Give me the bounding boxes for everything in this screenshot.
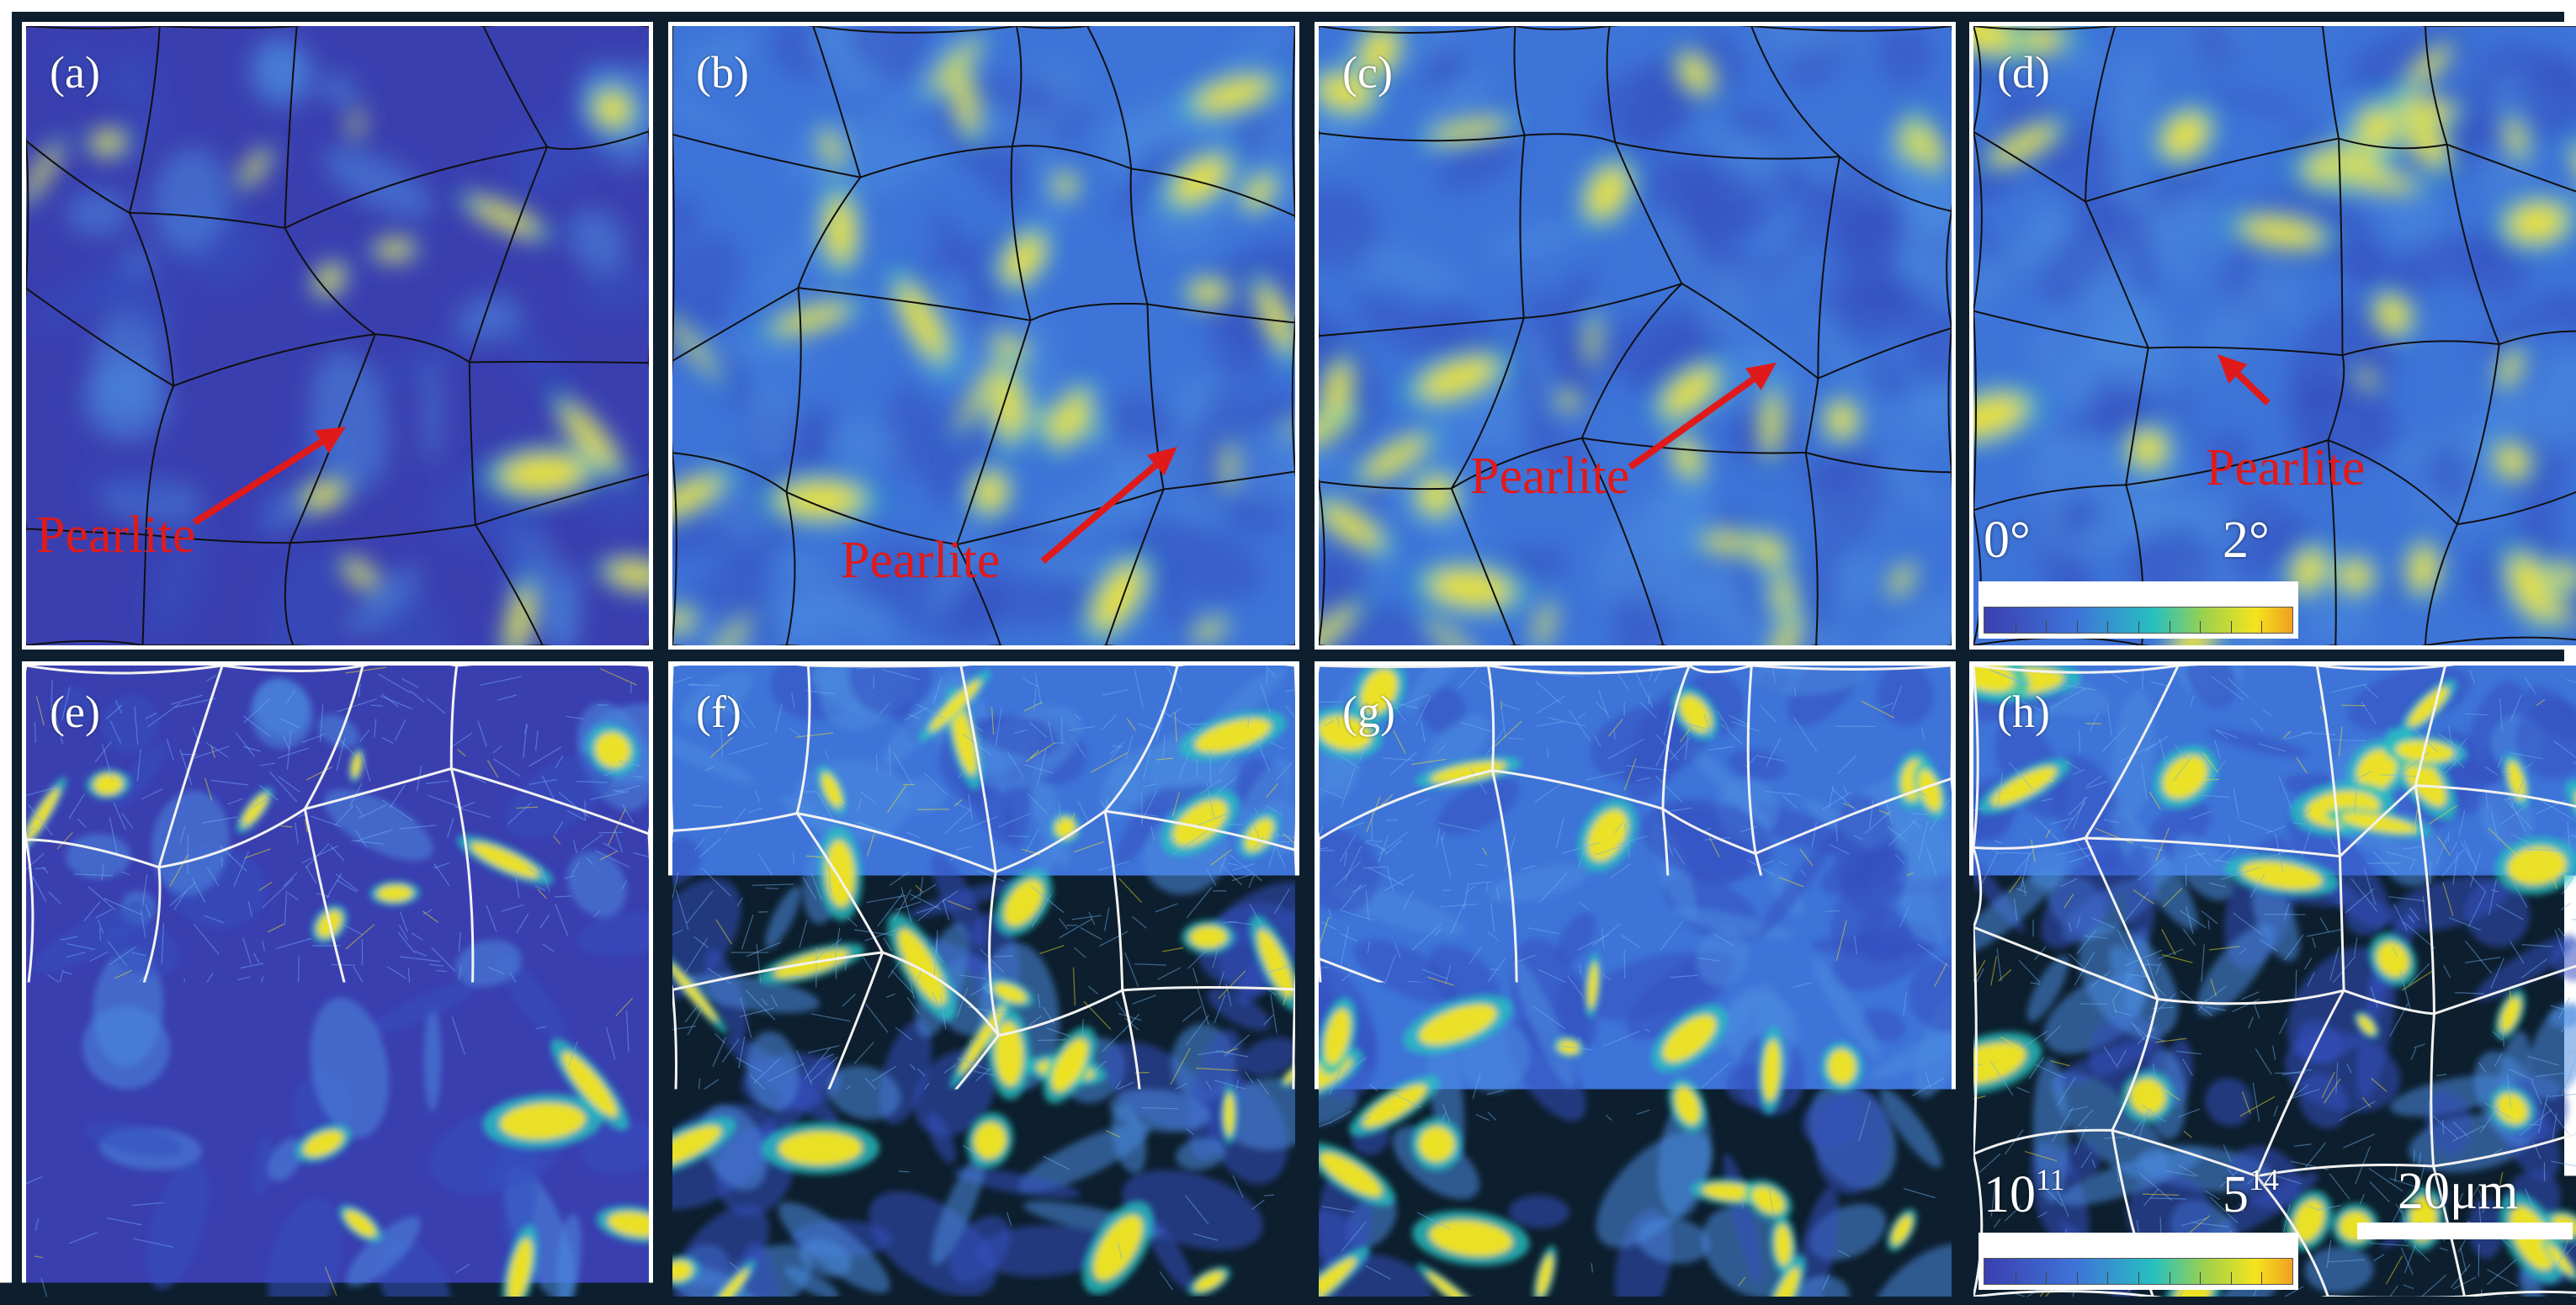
panel-h-dislocation-map: (h) 1011 514 20μm xyxy=(1969,661,2576,1301)
pearlite-label: Pearlite xyxy=(36,506,195,565)
colorbar-legend xyxy=(1978,581,2298,639)
panel-label: (e) xyxy=(50,686,100,738)
legend-max-label: 2° xyxy=(2223,511,2270,570)
legend-max-label: 514 xyxy=(2223,1162,2279,1225)
micrograph-figure: (a) Pearlite (b) Pearlite (c) Pearlite (d) P… xyxy=(12,12,2564,1293)
panel-label: (b) xyxy=(696,46,749,98)
pearlite-label: Pearlite xyxy=(1470,447,1629,507)
panel-a-misorientation-map: (a) Pearlite xyxy=(22,22,653,650)
colorbar-legend xyxy=(1978,1233,2298,1290)
panel-e-dislocation-map: (e) xyxy=(22,661,653,1301)
panel-g-dislocation-map: (g) xyxy=(1315,661,1956,1301)
pearlite-label: Pearlite xyxy=(841,531,1000,591)
map-image xyxy=(1973,26,2576,645)
map-image xyxy=(26,666,649,1297)
panel-label: (f) xyxy=(696,686,741,738)
panel-c-misorientation-map: (c) Pearlite xyxy=(1315,22,1956,650)
panel-label: (d) xyxy=(1997,46,2050,98)
pearlite-label: Pearlite xyxy=(2206,438,2365,498)
legend-min-label: 1011 xyxy=(1984,1162,2065,1225)
colorbar-gradient xyxy=(1984,1258,2293,1285)
legend-min-label: 0° xyxy=(1984,511,2031,570)
panel-label: (g) xyxy=(1342,686,1395,738)
map-image xyxy=(672,666,1295,1297)
colorbar-gradient xyxy=(1984,607,2293,634)
panel-label: (a) xyxy=(50,46,100,98)
scale-bar-label: 20μm xyxy=(2398,1162,2518,1222)
map-image xyxy=(1319,26,1952,645)
panel-f-dislocation-map: (f) xyxy=(668,661,1299,1301)
panel-b-misorientation-map: (b) Pearlite xyxy=(668,22,1299,650)
map-image xyxy=(1319,666,1952,1297)
scale-bar xyxy=(2357,1223,2573,1239)
panel-label: (h) xyxy=(1997,686,2050,738)
panel-d-misorientation-map: (d) Pearlite 0° 2° xyxy=(1969,22,2576,650)
panel-label: (c) xyxy=(1342,46,1393,98)
